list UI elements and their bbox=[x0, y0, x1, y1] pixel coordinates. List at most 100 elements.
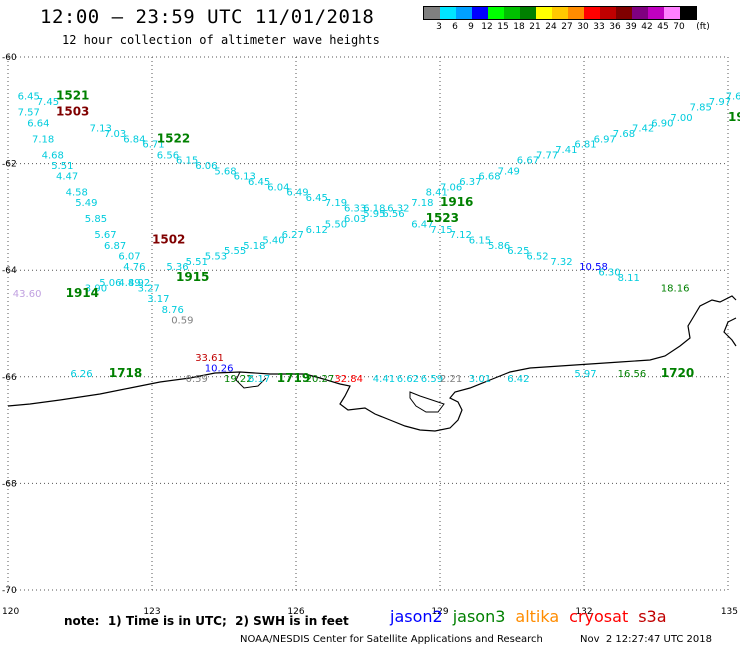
swh-value: 6.07 bbox=[118, 252, 140, 263]
swh-value: 5.67 bbox=[94, 230, 116, 241]
lon-tick-label: 132 bbox=[575, 607, 592, 617]
swh-value: 43.60 bbox=[13, 289, 42, 300]
satellite-name: altika bbox=[515, 607, 560, 626]
swh-value: 5.86 bbox=[488, 241, 510, 252]
swh-value: 5.51 bbox=[186, 257, 208, 268]
pass-time-label: 1523 bbox=[426, 211, 459, 225]
pass-time-label: 1719 bbox=[277, 371, 310, 385]
swh-value: 7.97 bbox=[709, 97, 731, 108]
swh-value: 7.45 bbox=[37, 97, 59, 108]
legend-swatch bbox=[552, 7, 568, 19]
swh-value: 6.15 bbox=[469, 236, 491, 247]
swh-value: 3.90 bbox=[85, 284, 107, 295]
swh-value: 6.97 bbox=[594, 134, 616, 145]
swh-value: 8.76 bbox=[162, 305, 184, 316]
swh-value: 6.87 bbox=[104, 241, 126, 252]
legend-swatch bbox=[520, 7, 536, 19]
swh-value: 20.27 bbox=[306, 374, 335, 385]
swh-value: 6.12 bbox=[306, 225, 328, 236]
legend-swatch bbox=[664, 7, 680, 19]
observation-labels: 6.457.457.576.647.184.685.514.474.585.49… bbox=[13, 92, 740, 385]
swh-value: 5.51 bbox=[51, 161, 73, 172]
timestamp-text: Nov 2 12:27:47 UTC 2018 bbox=[580, 634, 712, 645]
swh-value: 7.85 bbox=[690, 102, 712, 113]
swh-value: 6.90 bbox=[651, 118, 673, 129]
lon-tick-label: 120 bbox=[2, 607, 19, 617]
swh-value: 10.26 bbox=[205, 363, 234, 374]
legend-swatch bbox=[504, 7, 520, 19]
legend-swatch bbox=[600, 7, 616, 19]
swh-value: 7.68 bbox=[613, 129, 635, 140]
legend-tick-label: 15 bbox=[497, 22, 509, 32]
legend-swatch bbox=[456, 7, 472, 19]
swh-value: 6.15 bbox=[176, 156, 198, 167]
swh-value: 19.22 bbox=[224, 374, 253, 385]
legend-tick-label: 6 bbox=[452, 22, 458, 32]
swh-value: 6.84 bbox=[123, 134, 145, 145]
swh-value: 32.84 bbox=[334, 374, 363, 385]
legend-swatch bbox=[568, 7, 584, 19]
pass-labels: 1521 1503 1522 1502 1915 1914 1916 1523 1718 1719… bbox=[56, 89, 740, 385]
swh-value: 2.21 bbox=[440, 374, 462, 385]
swh-value: 7.49 bbox=[498, 166, 520, 177]
lat-tick-label: -66 bbox=[2, 373, 17, 383]
legend-swatch bbox=[616, 7, 632, 19]
swh-value: 6.27 bbox=[282, 230, 304, 241]
swh-value: 5.97 bbox=[574, 369, 596, 380]
swh-value: 6.67 bbox=[517, 156, 539, 167]
legend-tick-label: 45 bbox=[657, 22, 669, 32]
credit-text: NOAA/NESDIS Center for Satellite Applica… bbox=[240, 634, 543, 645]
swh-value: 6.30 bbox=[598, 268, 620, 279]
swh-value: 7.77 bbox=[536, 150, 558, 161]
swh-value: 6.18 bbox=[363, 204, 385, 215]
lon-tick-label: 135 bbox=[721, 607, 738, 617]
swh-value: 4.41 bbox=[373, 374, 395, 385]
pass-time-label: 1718 bbox=[109, 366, 142, 380]
legend-tick-label: 21 bbox=[529, 22, 541, 32]
longitude-labels: 120 123 126 129 132 135 bbox=[2, 607, 738, 617]
pass-time-label: 1914 bbox=[66, 286, 99, 300]
swh-value: 0.59 bbox=[171, 316, 193, 327]
swh-value: 7.18 bbox=[411, 198, 433, 209]
swh-value: 6.56 bbox=[382, 209, 404, 220]
swh-value: 5.53 bbox=[205, 252, 227, 263]
swh-value: 6.37 bbox=[459, 177, 481, 188]
swh-value: 8.41 bbox=[426, 188, 448, 199]
legend-tick-label: 27 bbox=[561, 22, 573, 32]
swh-value: 10.58 bbox=[579, 262, 608, 273]
swh-value: 6.81 bbox=[574, 140, 596, 151]
swh-value: 33.61 bbox=[195, 353, 224, 364]
legend-tick-label: 70 bbox=[673, 22, 685, 32]
swh-value: 16.56 bbox=[618, 369, 647, 380]
pass-time-label: 1915 bbox=[176, 270, 209, 284]
swh-value: 5.49 bbox=[75, 198, 97, 209]
swh-value: 6.64 bbox=[27, 118, 49, 129]
swh-value: 5.18 bbox=[243, 241, 265, 252]
swh-value: 5.36 bbox=[166, 262, 188, 273]
page-subtitle: 12 hour collection of altimeter wave hei… bbox=[62, 33, 380, 47]
swh-value: 6.62 bbox=[397, 374, 419, 385]
satellite-legend: jason2 jason3 altika cryosat s3a bbox=[390, 607, 677, 626]
swh-value: 6.45 bbox=[248, 177, 270, 188]
swh-value: 7.57 bbox=[18, 108, 40, 119]
pass-time-label: 19 bbox=[728, 110, 740, 124]
lat-tick-label: -62 bbox=[2, 160, 17, 170]
lat-tick-label: -68 bbox=[2, 479, 17, 489]
swh-value: 6.32 bbox=[387, 204, 409, 215]
swh-value: 8.11 bbox=[618, 273, 640, 284]
swh-value: 6.45 bbox=[306, 193, 328, 204]
swh-value: 6.56 bbox=[157, 150, 179, 161]
pass-time-label: 1522 bbox=[157, 131, 190, 145]
swh-value: 7.18 bbox=[32, 134, 54, 145]
legend-color-bar bbox=[423, 6, 697, 20]
lat-tick-label: -64 bbox=[2, 266, 17, 276]
swh-value: 4.47 bbox=[56, 172, 78, 183]
legend-swatch bbox=[488, 7, 504, 19]
legend-tick-label: 24 bbox=[545, 22, 557, 32]
legend-tick-label: 30 bbox=[577, 22, 589, 32]
swh-value: 4.92 bbox=[128, 278, 150, 289]
lon-tick-label: 123 bbox=[143, 607, 160, 617]
footer-note: note: 1) Time is in UTC; 2) SWH is in fe… bbox=[64, 614, 349, 628]
pass-time-label: 1720 bbox=[661, 366, 694, 380]
swh-value: 4.58 bbox=[66, 188, 88, 199]
